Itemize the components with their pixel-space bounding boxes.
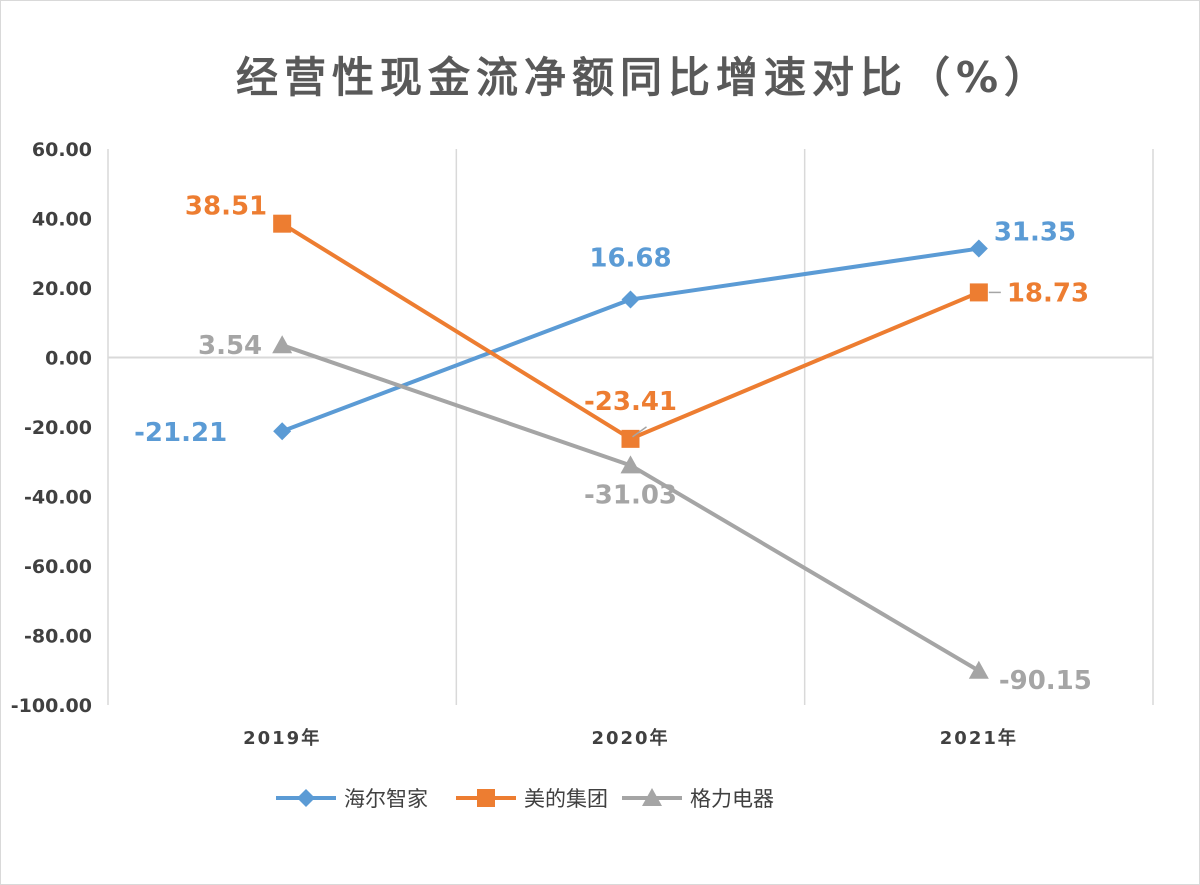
data-point-marker <box>968 660 989 679</box>
y-tick-label: 0.00 <box>45 348 92 370</box>
legend-marker-3 <box>642 788 662 806</box>
y-tick-label: -60.00 <box>24 556 92 578</box>
chart-title: 经营性现金流净额同比增速对比（%） <box>235 53 1053 102</box>
data-label: 38.51 <box>185 192 267 222</box>
data-point-marker <box>273 422 292 441</box>
data-label: -90.15 <box>999 666 1092 696</box>
data-point-marker <box>273 214 292 233</box>
legend-marker-2 <box>477 789 495 807</box>
x-tick-label: 2019年 <box>243 727 321 749</box>
x-tick-label: 2021年 <box>940 727 1018 749</box>
y-tick-label: 40.00 <box>32 209 92 231</box>
data-label: -23.41 <box>584 387 677 417</box>
y-tick-label: -100.00 <box>11 695 92 717</box>
data-point-marker <box>620 455 641 474</box>
x-tick-label: 2020年 <box>591 727 669 749</box>
data-label: 16.68 <box>589 244 671 274</box>
legend-marker-1 <box>297 789 315 807</box>
data-point-marker <box>621 429 640 448</box>
data-point-marker <box>272 335 293 354</box>
data-label: -31.03 <box>584 480 677 510</box>
y-tick-label: -80.00 <box>24 626 92 648</box>
data-point-marker <box>969 283 988 302</box>
data-point-marker <box>621 290 640 309</box>
data-label: 3.54 <box>198 331 262 361</box>
y-tick-label: -40.00 <box>24 487 92 509</box>
y-tick-label: 60.00 <box>32 139 92 161</box>
y-tick-label: 20.00 <box>32 278 92 300</box>
data-label: -21.21 <box>134 418 227 448</box>
leader-line <box>632 426 647 438</box>
data-point-marker <box>969 239 988 258</box>
y-tick-label: -20.00 <box>24 417 92 439</box>
data-label: 18.73 <box>1007 278 1089 308</box>
legend-label-1: 海尔智家 <box>344 787 428 811</box>
legend-label-2: 美的集团 <box>524 787 608 811</box>
data-label: 31.35 <box>994 218 1076 248</box>
legend-label-3: 格力电器 <box>690 787 774 811</box>
